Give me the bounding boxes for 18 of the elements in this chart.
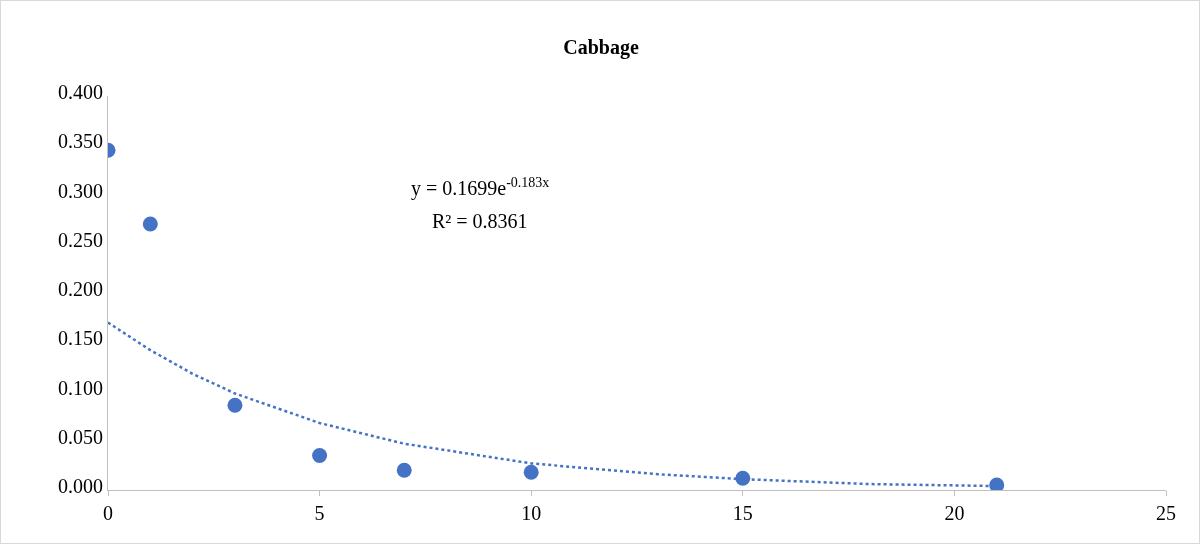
- x-tick-label: 20: [944, 502, 965, 524]
- x-tick-label: 10: [521, 502, 542, 524]
- y-tick-label: 0.350: [58, 130, 103, 153]
- annotation: R² = 0.8361: [432, 210, 528, 232]
- y-tick-label: 0.050: [58, 425, 103, 448]
- x-tick-label: 25: [1156, 502, 1176, 524]
- y-tick-label: 0.250: [58, 228, 103, 251]
- x-tick-label: 5: [314, 502, 325, 524]
- y-tick-label: 0.150: [58, 327, 103, 350]
- x-tick-label: 15: [732, 502, 753, 524]
- x-tick-label: 0: [103, 502, 113, 524]
- y-tick-label: 0.300: [58, 179, 103, 202]
- annotation: y = 0.1699e$^{-0.183x}$: [411, 175, 550, 201]
- y-tick-label: 0.100: [58, 376, 103, 399]
- y-tick-label: 0.200: [58, 278, 103, 300]
- y-tick-label: 0.400: [58, 81, 103, 103]
- y-tick-label: 0.000: [58, 475, 103, 497]
- chart-title: Cabbage: [563, 36, 639, 60]
